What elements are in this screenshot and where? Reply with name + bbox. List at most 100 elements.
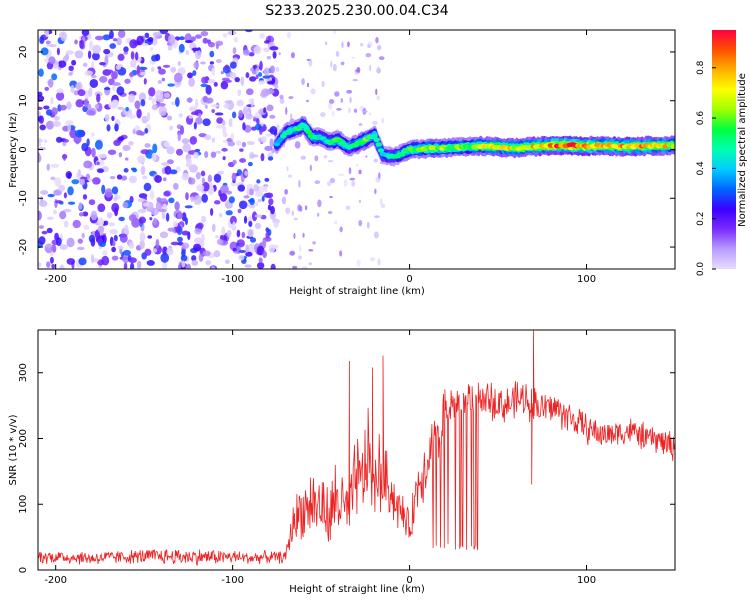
noise-cell [162, 246, 168, 255]
noise-cell [144, 248, 152, 256]
noise-cell [375, 176, 381, 183]
noise-cell [195, 117, 203, 125]
noise-cell [204, 134, 212, 141]
noise-cell [237, 89, 242, 97]
noise-cell [184, 217, 188, 226]
noise-cell [99, 75, 108, 83]
noise-cell [125, 106, 129, 112]
noise-cell [79, 39, 85, 49]
noise-cell [366, 221, 370, 229]
noise-cell [169, 169, 178, 175]
noise-cell [266, 133, 273, 137]
noise-cell [39, 124, 46, 131]
noise-cell [82, 194, 88, 200]
noise-cell [263, 67, 270, 76]
noise-cell [77, 89, 86, 97]
noise-cell [88, 40, 94, 51]
noise-cell [39, 36, 45, 45]
noise-cell [209, 50, 215, 58]
noise-cell [74, 50, 84, 59]
noise-cell [369, 112, 372, 116]
noise-cell [123, 46, 129, 53]
noise-cell [124, 78, 131, 84]
noise-cell [333, 30, 336, 35]
x-tick-label: -100 [221, 274, 244, 285]
noise-cell [243, 195, 250, 199]
noise-cell [38, 146, 47, 151]
colorbar-label: Normalized spectral amplitude [737, 73, 748, 227]
noise-cell [372, 120, 378, 125]
noise-cell [264, 145, 273, 151]
noise-cell [211, 137, 216, 143]
noise-cell [288, 96, 294, 100]
noise-cell [252, 64, 258, 69]
noise-cell [137, 155, 146, 164]
noise-cell [51, 73, 58, 81]
noise-cell [139, 239, 145, 250]
noise-cell [119, 233, 128, 243]
noise-cell [195, 172, 201, 180]
noise-cell [84, 98, 89, 108]
noise-cell [75, 82, 81, 90]
noise-cell [143, 78, 147, 85]
noise-cell [38, 262, 42, 268]
noise-cell [98, 153, 107, 159]
noise-cell [89, 78, 99, 88]
noise-cell [374, 188, 377, 195]
noise-cell [232, 47, 237, 54]
noise-cell [148, 95, 153, 101]
noise-cell [38, 236, 46, 245]
noise-cell [46, 261, 51, 269]
noise-cell [73, 90, 79, 96]
noise-cell [138, 216, 147, 224]
noise-cell [113, 197, 118, 202]
noise-cell [334, 91, 340, 97]
noise-cell [103, 220, 109, 226]
noise-cell [351, 56, 356, 59]
noise-cell [53, 115, 60, 121]
noise-cell [157, 66, 162, 70]
colorbar-tick-label: 0.0 [696, 262, 706, 277]
noise-cell [67, 201, 76, 205]
noise-cell [62, 153, 67, 161]
noise-cell [97, 225, 105, 234]
noise-cell [375, 36, 379, 44]
noise-cell [356, 163, 359, 168]
noise-cell [170, 66, 177, 73]
noise-cell [370, 257, 376, 262]
noise-cell [191, 47, 201, 51]
noise-cell [216, 238, 224, 245]
noise-cell [193, 151, 199, 159]
noise-cell [58, 184, 65, 192]
noise-cell [244, 30, 253, 33]
noise-cell [112, 241, 116, 247]
ridge-cell [377, 148, 385, 153]
noise-cell [193, 243, 202, 252]
noise-cell [178, 113, 183, 118]
noise-cell [78, 212, 84, 217]
noise-cell [112, 85, 116, 92]
noise-cell [220, 71, 224, 75]
noise-cell [286, 166, 289, 172]
noise-cell [122, 255, 130, 263]
noise-cell [256, 118, 260, 126]
y-tick-label: 200 [18, 429, 29, 448]
noise-cell [81, 30, 90, 37]
noise-cell [314, 180, 321, 185]
noise-cell [77, 238, 84, 244]
noise-cell [162, 177, 167, 182]
noise-cell [298, 179, 301, 188]
noise-cell [340, 61, 345, 66]
snr-x-label: Height of straight line (km) [289, 584, 425, 595]
noise-cell [250, 154, 259, 158]
noise-cell [63, 192, 68, 199]
noise-cell [78, 257, 87, 266]
noise-cell [201, 76, 208, 84]
noise-cell [74, 129, 84, 138]
noise-cell [170, 241, 180, 246]
noise-cell [231, 172, 237, 181]
noise-cell [210, 151, 217, 158]
noise-cell [102, 34, 111, 41]
noise-cell [226, 229, 232, 238]
noise-cell [182, 143, 191, 153]
